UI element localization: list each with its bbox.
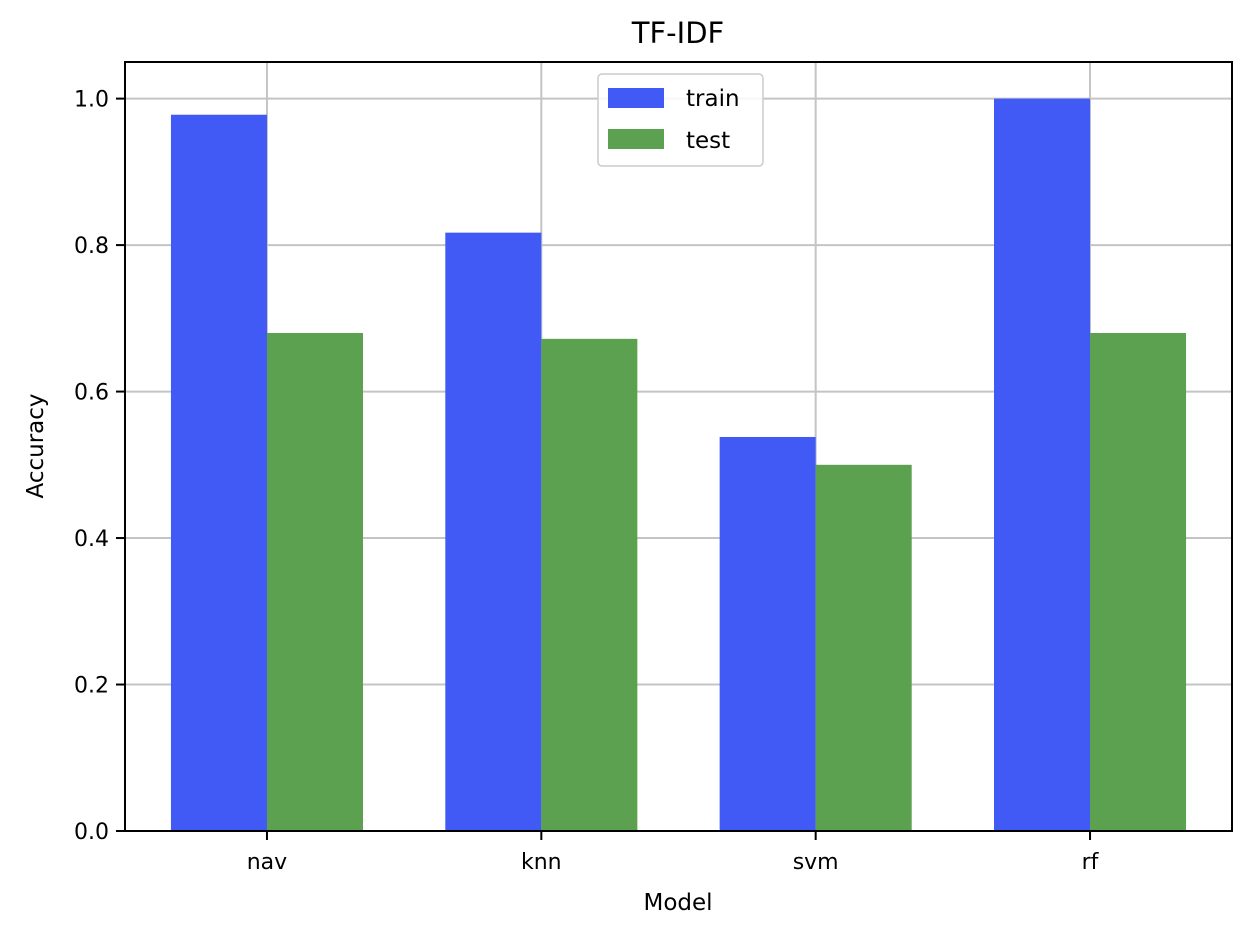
bar-train-knn bbox=[445, 232, 542, 831]
bar-test-svm bbox=[815, 464, 912, 831]
y-axis-label: Accuracy bbox=[23, 393, 49, 498]
bar-test-rf bbox=[1090, 332, 1187, 831]
legend-label-test: test bbox=[686, 128, 730, 154]
legend-label-train: train bbox=[686, 86, 740, 112]
x-axis-label: Model bbox=[643, 890, 712, 916]
bar-test-knn bbox=[541, 338, 638, 831]
x-tick-label-rf: rf bbox=[1082, 850, 1100, 875]
x-tick-label-knn: knn bbox=[521, 850, 562, 875]
x-tick-label-nav: nav bbox=[247, 850, 287, 875]
bar-train-svm bbox=[719, 436, 816, 831]
y-tick-label: 0.6 bbox=[74, 381, 109, 406]
x-tick-label-svm: svm bbox=[793, 850, 839, 875]
y-tick-label: 0.4 bbox=[74, 527, 109, 552]
chart-title: TF-IDF bbox=[631, 16, 724, 50]
bar-train-rf bbox=[994, 98, 1091, 832]
legend-swatch-train bbox=[608, 88, 664, 108]
y-tick-label: 1.0 bbox=[74, 88, 109, 113]
bar-test-nav bbox=[266, 332, 363, 831]
y-tick-label: 0.8 bbox=[74, 234, 109, 259]
legend-swatch-test bbox=[608, 129, 664, 149]
plot-frame bbox=[124, 61, 1233, 832]
y-tick-label: 0.0 bbox=[74, 820, 109, 845]
axis-ticks: 0.0 0.2 0.4 0.6 0.8 1.0 nav knn svm rf bbox=[74, 88, 1100, 875]
bar-train-nav bbox=[170, 114, 267, 831]
y-tick-label: 0.2 bbox=[74, 674, 109, 699]
bars bbox=[170, 98, 1187, 832]
legend: train test bbox=[597, 73, 764, 167]
